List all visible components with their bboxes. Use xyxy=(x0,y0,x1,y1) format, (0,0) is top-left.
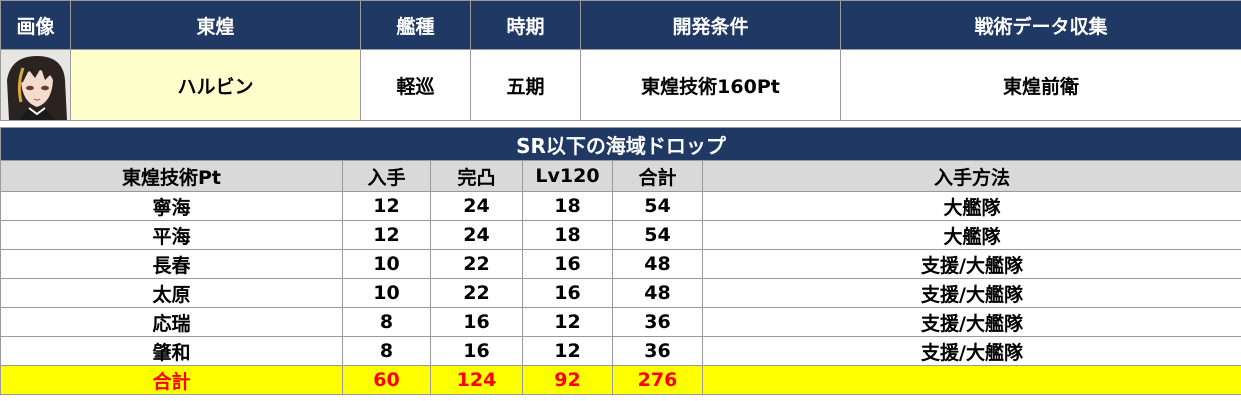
ship-name: ハルビン xyxy=(70,49,361,121)
info-header-row: 画像 東煌 艦種 時期 開発条件 戦術データ収集 xyxy=(0,0,1241,50)
table-row: 長春 10 22 16 48 支援/大艦隊 xyxy=(0,249,1241,279)
obtain-cell: 10 xyxy=(342,278,431,308)
col-header-lv120: Lv120 xyxy=(522,160,613,192)
limit-break-cell: 16 xyxy=(430,336,523,366)
limit-break-cell: 16 xyxy=(430,307,523,337)
ship-name-cell: 長春 xyxy=(0,249,343,279)
col-header-method: 入手方法 xyxy=(701,160,1241,192)
drop-title-row: SR以下の海域ドロップ xyxy=(0,127,1241,161)
col-header-obtain: 入手 xyxy=(342,160,431,192)
ship-info-table: 画像 東煌 艦種 時期 開発条件 戦術データ収集 xyxy=(0,0,1241,121)
lv120-cell: 16 xyxy=(522,278,613,308)
drop-title: SR以下の海域ドロップ xyxy=(0,127,1241,161)
lv120-cell: 18 xyxy=(522,191,613,221)
total-method xyxy=(701,365,1241,395)
method-cell: 支援/大艦隊 xyxy=(701,249,1241,279)
header-ship-type: 艦種 xyxy=(360,0,471,50)
header-image: 画像 xyxy=(0,0,71,50)
drop-total-row: 合計 60 124 92 276 xyxy=(0,365,1241,395)
drop-rows: 寧海 12 24 18 54 大艦隊 平海 12 24 18 54 大艦隊 長春 10 22 16 48 支援/大… xyxy=(0,191,1241,366)
total-cell: 54 xyxy=(612,191,703,221)
total-obtain: 60 xyxy=(342,365,431,395)
character-portrait xyxy=(1,50,70,120)
table-row: 応瑞 8 16 12 36 支援/大艦隊 xyxy=(0,307,1241,337)
lv120-cell: 12 xyxy=(522,307,613,337)
col-header-limit-break: 完凸 xyxy=(430,160,523,192)
ship-name-cell: 太原 xyxy=(0,278,343,308)
limit-break-cell: 22 xyxy=(430,278,523,308)
limit-break-cell: 22 xyxy=(430,249,523,279)
header-period: 時期 xyxy=(470,0,581,50)
total-sum: 276 xyxy=(612,365,703,395)
method-cell: 支援/大艦隊 xyxy=(701,307,1241,337)
period-value: 五期 xyxy=(470,49,581,121)
obtain-cell: 12 xyxy=(342,220,431,250)
limit-break-cell: 24 xyxy=(430,191,523,221)
total-label: 合計 xyxy=(0,365,343,395)
obtain-cell: 8 xyxy=(342,336,431,366)
table-row: 肇和 8 16 12 36 支援/大艦隊 xyxy=(0,336,1241,366)
lv120-cell: 18 xyxy=(522,220,613,250)
total-cell: 48 xyxy=(612,249,703,279)
obtain-cell: 12 xyxy=(342,191,431,221)
table-row: 平海 12 24 18 54 大艦隊 xyxy=(0,220,1241,250)
tactical-data-value: 東煌前衛 xyxy=(840,49,1241,121)
table-row: 太原 10 22 16 48 支援/大艦隊 xyxy=(0,278,1241,308)
info-value-row: ハルビン 軽巡 五期 東煌技術160Pt 東煌前衛 xyxy=(0,49,1241,121)
method-cell: 支援/大艦隊 xyxy=(701,278,1241,308)
ship-name-cell: 応瑞 xyxy=(0,307,343,337)
table-row: 寧海 12 24 18 54 大艦隊 xyxy=(0,191,1241,221)
total-cell: 48 xyxy=(612,278,703,308)
method-cell: 大艦隊 xyxy=(701,220,1241,250)
drop-table: SR以下の海域ドロップ 東煌技術Pt 入手 完凸 Lv120 合計 入手方法 寧… xyxy=(0,127,1241,395)
total-lv120: 92 xyxy=(522,365,613,395)
obtain-cell: 10 xyxy=(342,249,431,279)
drop-column-header-row: 東煌技術Pt 入手 完凸 Lv120 合計 入手方法 xyxy=(0,160,1241,192)
obtain-cell: 8 xyxy=(342,307,431,337)
header-tactical-data: 戦術データ収集 xyxy=(840,0,1241,50)
method-cell: 大艦隊 xyxy=(701,191,1241,221)
method-cell: 支援/大艦隊 xyxy=(701,336,1241,366)
total-cell: 36 xyxy=(612,307,703,337)
portrait-cell xyxy=(0,49,71,121)
total-cell: 36 xyxy=(612,336,703,366)
header-faction: 東煌 xyxy=(70,0,361,50)
ship-type-value: 軽巡 xyxy=(360,49,471,121)
total-limit-break: 124 xyxy=(430,365,523,395)
col-header-total: 合計 xyxy=(612,160,703,192)
ship-name-cell: 平海 xyxy=(0,220,343,250)
header-dev-condition: 開発条件 xyxy=(580,0,841,50)
ship-name-cell: 肇和 xyxy=(0,336,343,366)
lv120-cell: 12 xyxy=(522,336,613,366)
lv120-cell: 16 xyxy=(522,249,613,279)
ship-name-cell: 寧海 xyxy=(0,191,343,221)
limit-break-cell: 24 xyxy=(430,220,523,250)
dev-condition-value: 東煌技術160Pt xyxy=(580,49,841,121)
col-header-tech-pt: 東煌技術Pt xyxy=(0,160,343,192)
total-cell: 54 xyxy=(612,220,703,250)
